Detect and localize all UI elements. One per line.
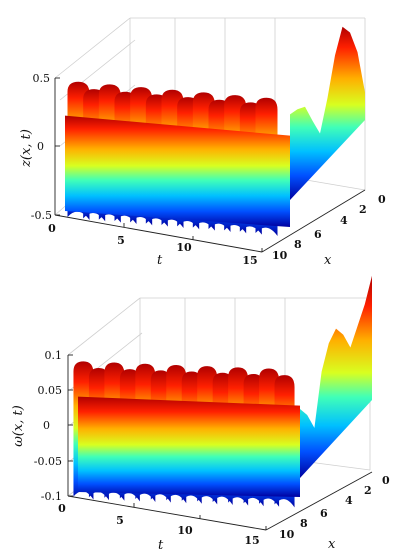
chart-z: 0.5 0 -0.5 0 5 10 15 0 2 4 6 8 10 z(x, t…	[19, 17, 386, 268]
surface-back-slice-2	[300, 275, 372, 478]
t2-tick-3: 15	[244, 534, 259, 547]
chart-z-surface	[65, 26, 365, 236]
x2-tick-0: 0	[382, 474, 390, 487]
x-tick-4: 8	[294, 238, 302, 251]
w-tick-3: -0.05	[34, 455, 62, 468]
chart-omega-surface	[73, 275, 372, 508]
x2-tick-3: 6	[320, 507, 328, 520]
w-tick-0: 0.1	[45, 349, 63, 362]
x-tick-5: 10	[272, 249, 288, 262]
t2-tick-2: 10	[177, 524, 193, 537]
surface-back-slice-1	[290, 26, 365, 201]
surface-front-face	[65, 115, 290, 227]
w-tick-4: -0.1	[41, 490, 62, 503]
t-tick-0: 0	[48, 222, 56, 235]
w-tick-1: 0.05	[38, 384, 63, 397]
t2-tick-1: 5	[116, 514, 124, 527]
x2-tick-1: 2	[364, 484, 372, 497]
x-tick-2: 4	[340, 214, 348, 227]
x2-tick-5: 10	[279, 528, 295, 541]
x2-axis-label: x	[328, 537, 336, 552]
t2-tick-0: 0	[58, 502, 66, 515]
x2-tick-4: 8	[300, 517, 308, 530]
x-axis-label: x	[324, 253, 332, 268]
x2-tick-2: 4	[345, 494, 353, 507]
w-tick-2: 0	[43, 419, 50, 432]
x-tick-3: 6	[314, 228, 322, 241]
z-tick-2: -0.5	[31, 209, 52, 222]
z-axis-label: z(x, t)	[19, 129, 34, 168]
x-tick-1: 2	[359, 203, 367, 216]
z-tick-1: 0	[37, 140, 44, 153]
t-tick-3: 15	[242, 254, 257, 267]
t-tick-2: 10	[176, 241, 192, 254]
chart-omega: 0.1 0.05 0 -0.05 -0.1 0 5 10 15 0 2 4 6 …	[11, 275, 390, 553]
chart-omega-axes	[67, 354, 373, 531]
surface-front-face	[78, 396, 300, 497]
t-tick-1: 5	[117, 234, 125, 247]
chart-z-axes	[54, 77, 366, 253]
x-tick-0: 0	[378, 193, 386, 206]
t-axis-label: t	[157, 253, 163, 268]
z-tick-0: 0.5	[33, 72, 51, 85]
w-axis-label: ω(x, t)	[11, 405, 26, 447]
t2-axis-label: t	[158, 538, 164, 553]
